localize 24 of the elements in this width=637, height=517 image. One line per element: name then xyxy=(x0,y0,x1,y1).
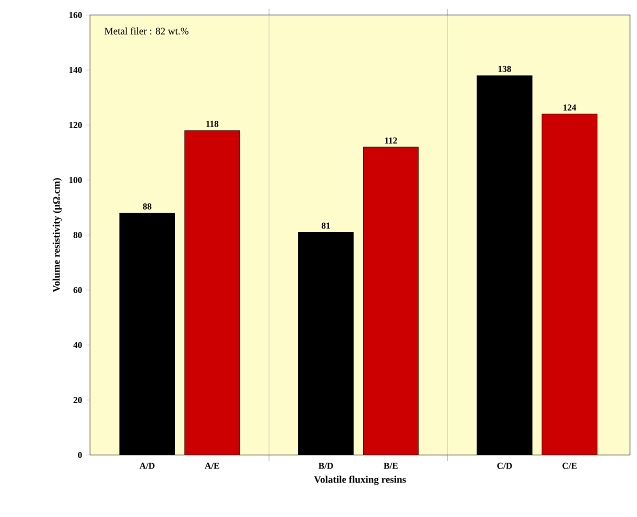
y-tick-label: 40 xyxy=(73,342,82,348)
data-label: 112 xyxy=(385,138,397,144)
x-tick-label: C/D xyxy=(497,462,512,469)
y-tick-label: 0 xyxy=(78,452,82,458)
y-tick-label: 140 xyxy=(69,66,82,74)
y-tick-label: 60 xyxy=(74,286,82,294)
x-tick-label: B/E xyxy=(384,462,398,469)
y-axis-title: Volume resistivity (µΩ.cm) xyxy=(52,178,62,292)
y-tick-label: 100 xyxy=(69,176,82,184)
data-label: 138 xyxy=(498,66,512,72)
data-label: 124 xyxy=(564,104,576,110)
data-label: 81 xyxy=(322,222,330,229)
x-tick-label: C/E xyxy=(562,462,577,469)
y-tick-label: 120 xyxy=(69,122,82,128)
x-axis-title: Volatile fluxing resins xyxy=(314,476,406,485)
x-tick-label: A/E xyxy=(204,462,220,469)
data-label: 88 xyxy=(142,203,152,210)
y-tick-label: 80 xyxy=(73,232,82,238)
data-label: 118 xyxy=(206,120,218,127)
x-tick-label: A/D xyxy=(140,462,154,469)
y-tick-label: 20 xyxy=(74,396,82,404)
annotation: Metal filer : 82 wt.% xyxy=(104,27,188,35)
x-tick-label: B/D xyxy=(318,462,333,469)
y-tick-label: 160 xyxy=(69,12,82,18)
